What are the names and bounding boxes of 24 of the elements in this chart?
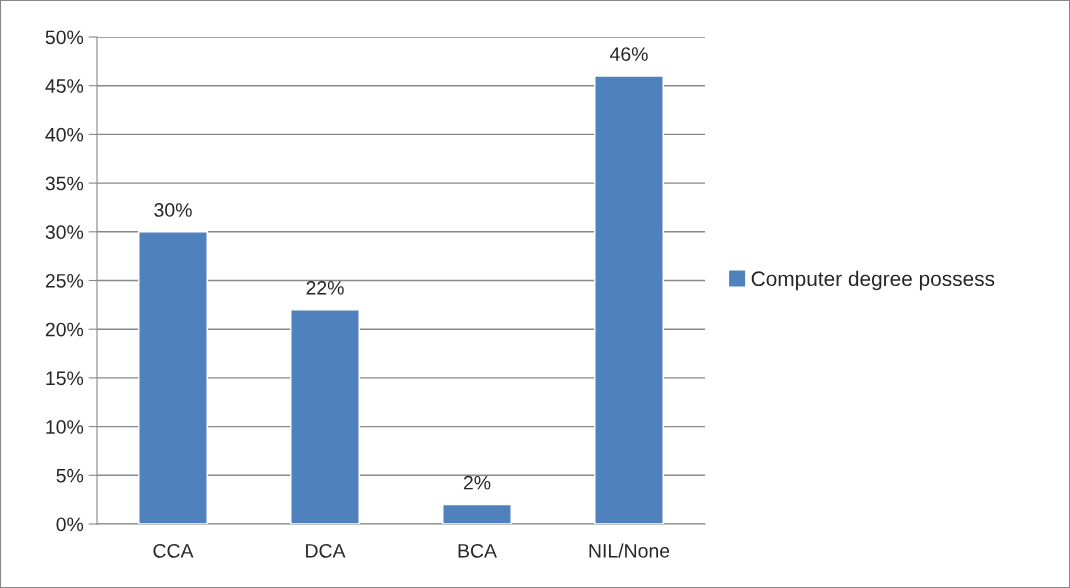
data-label: 2% bbox=[463, 475, 491, 490]
y-tick-label: 25% bbox=[45, 273, 84, 288]
x-tick-label: DCA bbox=[306, 543, 346, 558]
x-tick-label: BCA bbox=[458, 543, 497, 558]
y-tick-label: 50% bbox=[45, 30, 84, 45]
bar bbox=[138, 231, 208, 524]
y-tick-label: 30% bbox=[45, 225, 84, 240]
bar bbox=[290, 309, 360, 524]
x-tick-label: CCA bbox=[153, 543, 194, 558]
y-tick-label: 5% bbox=[56, 468, 84, 483]
x-tick-label: NIL/None bbox=[589, 543, 670, 558]
data-label: 22% bbox=[306, 281, 344, 295]
y-tick-label: 35% bbox=[45, 176, 84, 191]
y-tick-label: 40% bbox=[45, 127, 84, 142]
bar bbox=[594, 75, 664, 524]
y-tick-label: 10% bbox=[46, 420, 84, 434]
bar bbox=[442, 503, 512, 524]
y-tick-label: 20% bbox=[45, 322, 84, 337]
y-tick-label: 0% bbox=[56, 517, 84, 532]
data-label: 46% bbox=[609, 47, 648, 62]
y-tick-label: 15% bbox=[46, 371, 84, 386]
y-tick-label: 45% bbox=[45, 79, 84, 93]
data-label: 30% bbox=[154, 203, 192, 217]
legend-label: Computer degree possess bbox=[751, 270, 995, 291]
